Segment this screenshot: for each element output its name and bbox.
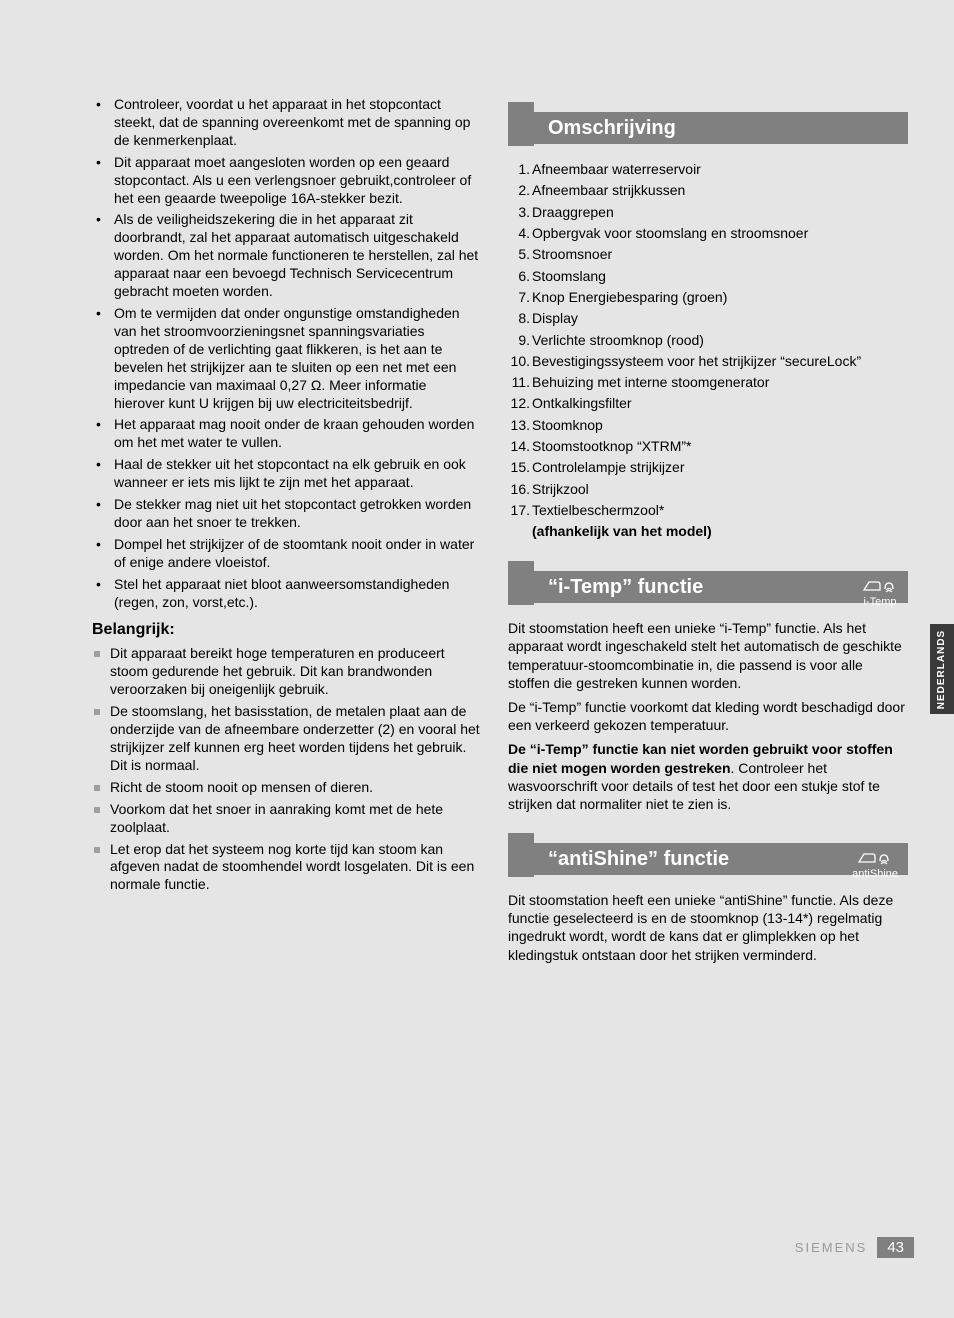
list-item: Het apparaat mag nooit onder de kraan ge…: [114, 416, 480, 452]
section-header-antishine: “antiShine” functie antiShine: [508, 833, 908, 877]
list-item: Controlelampje strijkijzer: [532, 458, 908, 477]
antishine-body: Dit stoomstation heeft een unieke “antiS…: [508, 891, 908, 964]
paragraph: De “i-Temp” functie voorkomt dat kleding…: [508, 698, 908, 734]
list-item: Stel het apparaat niet bloot aanweersoms…: [114, 576, 480, 612]
list-item: Bevestigingssysteem voor het strijkijzer…: [532, 352, 908, 371]
bold-text: De “i-Temp” functie kan niet worden gebr…: [508, 741, 893, 775]
manual-page: Controleer, voordat u het apparaat in he…: [44, 0, 954, 1318]
section-title: “i-Temp” functie: [548, 576, 703, 599]
page-gutter: [0, 0, 44, 1318]
header-tab: [508, 833, 534, 877]
list-item: Controleer, voordat u het apparaat in he…: [114, 96, 480, 150]
itemp-body: Dit stoomstation heeft een unieke “i-Tem…: [508, 619, 908, 813]
list-item: Stoomslang: [532, 267, 908, 286]
icon-label: antiShine: [852, 869, 898, 880]
list-item: Strijkzool: [532, 480, 908, 499]
list-item: Display: [532, 309, 908, 328]
important-list: Dit apparaat bereikt hoge temperaturen e…: [92, 645, 480, 894]
list-item: Knop Energiebesparing (groen): [532, 288, 908, 307]
brand-label: SIEMENS: [795, 1240, 868, 1255]
header-bar: “i-Temp” functie i-Temp: [534, 571, 908, 603]
paragraph: De “i-Temp” functie kan niet worden gebr…: [508, 740, 908, 813]
list-item: Stoomstootknop “XTRM”*: [532, 437, 908, 456]
list-item: Opbergvak voor stoomslang en stroomsnoer: [532, 224, 908, 243]
list-item: Ontkalkingsfilter: [532, 394, 908, 413]
section-header-itemp: “i-Temp” functie i-Temp: [508, 561, 908, 605]
page-number: 43: [877, 1237, 914, 1258]
parts-list: Afneembaar waterreservoir Afneembaar str…: [508, 160, 908, 520]
list-item: Afneembaar strijkkussen: [532, 181, 908, 200]
safety-bullet-list: Controleer, voordat u het apparaat in he…: [92, 96, 480, 611]
list-item: Als de veiligheidszekering die in het ap…: [114, 211, 480, 301]
list-item: De stoomslang, het basisstation, de meta…: [110, 703, 480, 775]
list-item: Stoomknop: [532, 416, 908, 435]
list-item: Textielbeschermzool*: [532, 501, 908, 520]
list-item: De stekker mag niet uit het stopcontact …: [114, 496, 480, 532]
header-bar: Omschrijving: [534, 112, 908, 144]
header-tab: [508, 102, 534, 146]
paragraph: Dit stoomstation heeft een unieke “antiS…: [508, 891, 908, 964]
parts-note: (afhankelijk van het model): [508, 522, 908, 541]
header-tab: [508, 561, 534, 605]
icon-label: i-Temp: [862, 597, 898, 608]
right-column: Omschrijving Afneembaar waterreservoir A…: [508, 96, 908, 966]
important-heading: Belangrijk:: [92, 621, 480, 639]
list-item: Dompel het strijkijzer of de stoomtank n…: [114, 536, 480, 572]
list-item: Let erop dat het systeem nog korte tijd …: [110, 841, 480, 895]
list-item: Om te vermijden dat onder ongunstige oms…: [114, 305, 480, 412]
list-item: Stroomsnoer: [532, 245, 908, 264]
list-item: Haal de stekker uit het stopcontact na e…: [114, 456, 480, 492]
list-item: Behuizing met interne stoomgenerator: [532, 373, 908, 392]
list-item: Voorkom dat het snoer in aanraking komt …: [110, 801, 480, 837]
header-bar: “antiShine” functie antiShine: [534, 843, 908, 875]
antishine-icon: antiShine: [852, 851, 898, 880]
page-footer: SIEMENS 43: [795, 1237, 914, 1258]
list-item: Dit apparaat moet aangesloten worden op …: [114, 154, 480, 208]
list-item: Dit apparaat bereikt hoge temperaturen e…: [110, 645, 480, 699]
list-item: Afneembaar waterreservoir: [532, 160, 908, 179]
section-header-omschrijving: Omschrijving: [508, 102, 908, 146]
list-item: Draaggrepen: [532, 203, 908, 222]
language-tab: NEDERLANDS: [930, 624, 954, 714]
paragraph: Dit stoomstation heeft een unieke “i-Tem…: [508, 619, 908, 692]
section-title: Omschrijving: [548, 117, 676, 140]
language-label: NEDERLANDS: [937, 629, 948, 708]
left-column: Controleer, voordat u het apparaat in he…: [92, 96, 480, 966]
list-item: Verlichte stroomknop (rood): [532, 331, 908, 350]
list-item: Richt de stoom nooit op mensen of dieren…: [110, 779, 480, 797]
two-column-layout: Controleer, voordat u het apparaat in he…: [44, 0, 954, 966]
itemp-icon: i-Temp: [862, 579, 898, 608]
section-title: “antiShine” functie: [548, 848, 729, 871]
